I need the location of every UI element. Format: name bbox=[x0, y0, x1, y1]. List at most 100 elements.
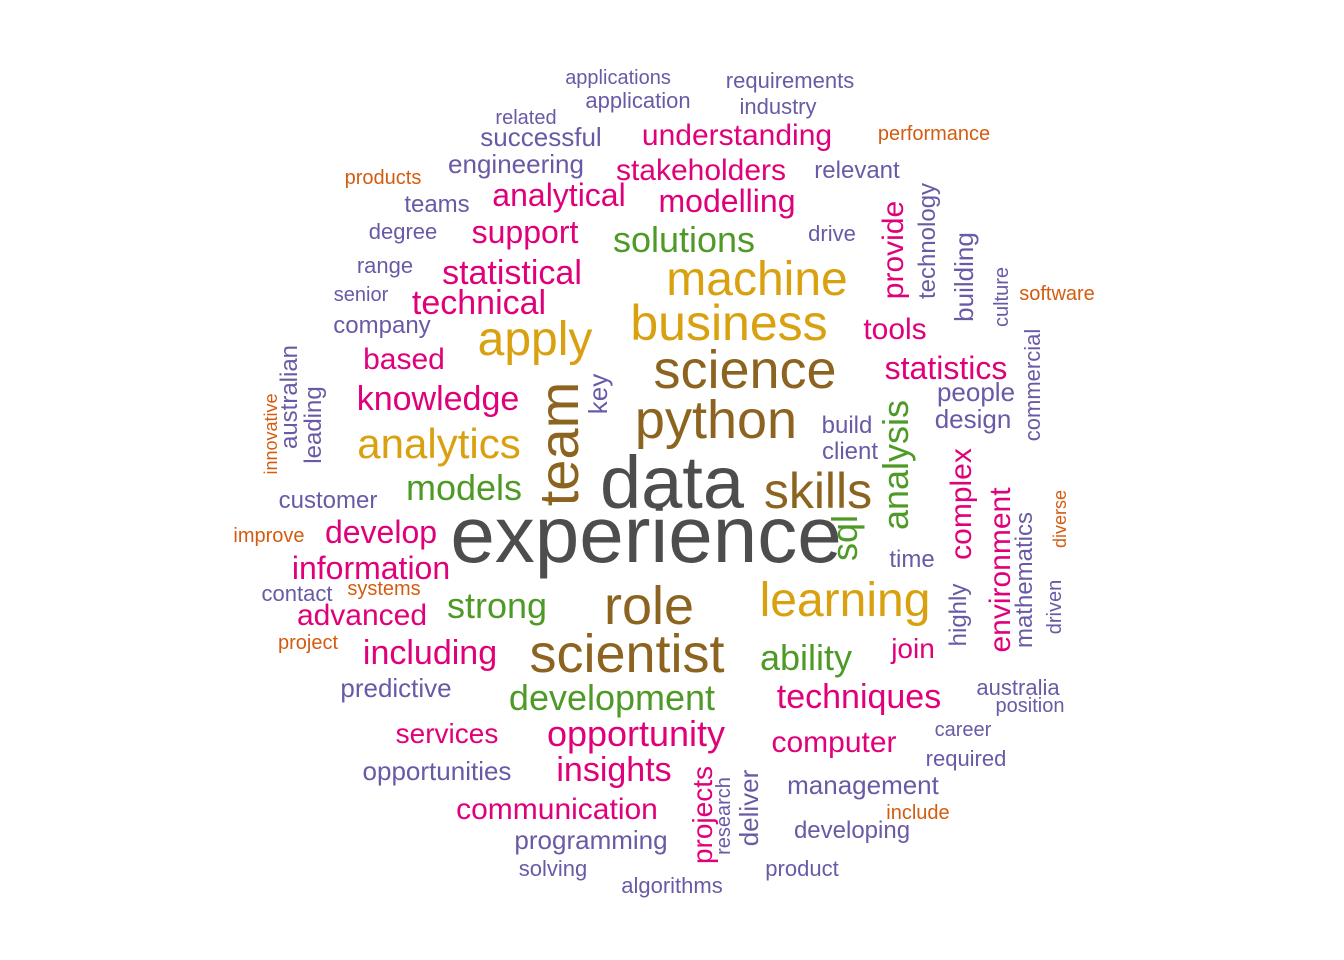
cloud-word-analytical: analytical bbox=[492, 177, 625, 213]
cloud-word-highly: highly bbox=[945, 584, 972, 647]
cloud-word-diverse: diverse bbox=[1050, 490, 1070, 548]
cloud-word-include: include bbox=[886, 802, 949, 824]
cloud-word-team: team bbox=[527, 382, 590, 507]
cloud-word-senior: senior bbox=[334, 284, 389, 306]
cloud-word-contact: contact bbox=[262, 581, 333, 606]
cloud-word-relevant: relevant bbox=[814, 157, 900, 184]
cloud-word-advanced: advanced bbox=[297, 599, 427, 632]
cloud-word-opportunities: opportunities bbox=[363, 756, 512, 786]
cloud-word-design: design bbox=[935, 404, 1012, 434]
cloud-word-business: business bbox=[630, 295, 827, 351]
cloud-word-data: data bbox=[600, 441, 745, 524]
cloud-word-position: position bbox=[996, 695, 1065, 717]
cloud-word-key: key bbox=[583, 374, 613, 414]
cloud-word-time: time bbox=[889, 546, 934, 573]
cloud-word-successful: successful bbox=[480, 122, 601, 152]
cloud-word-development: development bbox=[509, 677, 715, 718]
cloud-word-software: software bbox=[1019, 283, 1095, 305]
cloud-word-product: product bbox=[765, 856, 838, 881]
cloud-word-stakeholders: stakeholders bbox=[616, 154, 786, 187]
cloud-word-research: research bbox=[713, 777, 735, 855]
cloud-word-performance: performance bbox=[878, 123, 990, 145]
cloud-word-algorithms: algorithms bbox=[621, 873, 722, 898]
cloud-word-company: company bbox=[333, 312, 430, 339]
cloud-word-statistical: statistical bbox=[442, 254, 582, 292]
cloud-word-computer: computer bbox=[771, 726, 896, 759]
cloud-word-tools: tools bbox=[863, 313, 926, 346]
cloud-word-application: application bbox=[585, 88, 690, 113]
cloud-word-scientist: scientist bbox=[529, 624, 724, 684]
cloud-word-apply: apply bbox=[478, 313, 593, 366]
cloud-word-including: including bbox=[363, 634, 497, 672]
cloud-word-australia: australia bbox=[976, 675, 1060, 700]
cloud-word-statistics: statistics bbox=[885, 350, 1008, 386]
cloud-word-customer: customer bbox=[279, 487, 378, 514]
cloud-word-building: building bbox=[949, 232, 979, 322]
cloud-word-insights: insights bbox=[556, 751, 671, 789]
cloud-word-learning: learning bbox=[760, 574, 931, 627]
cloud-word-complex: complex bbox=[945, 448, 978, 560]
cloud-word-related: related bbox=[495, 107, 556, 129]
cloud-word-products: products bbox=[345, 167, 422, 189]
cloud-word-analysis: analysis bbox=[875, 400, 916, 530]
cloud-word-skills: skills bbox=[764, 463, 872, 519]
cloud-word-models: models bbox=[406, 467, 522, 508]
cloud-word-required: required bbox=[926, 746, 1007, 771]
cloud-word-teams: teams bbox=[404, 191, 469, 218]
cloud-word-environment: environment bbox=[984, 487, 1017, 653]
cloud-word-based: based bbox=[363, 343, 445, 376]
cloud-word-drive: drive bbox=[808, 221, 856, 246]
cloud-word-technology: technology bbox=[914, 183, 941, 299]
cloud-word-sql: sql bbox=[824, 515, 865, 561]
cloud-word-modelling: modelling bbox=[659, 183, 796, 219]
cloud-word-degree: degree bbox=[369, 219, 438, 244]
cloud-word-techniques: techniques bbox=[777, 678, 941, 716]
cloud-word-strong: strong bbox=[447, 585, 547, 626]
cloud-word-join: join bbox=[890, 633, 935, 664]
cloud-word-driven: driven bbox=[1044, 580, 1066, 634]
cloud-word-client: client bbox=[822, 438, 878, 465]
cloud-word-requirements: requirements bbox=[726, 68, 854, 93]
cloud-word-ability: ability bbox=[760, 637, 852, 678]
cloud-word-technical: technical bbox=[412, 284, 546, 322]
cloud-word-applications: applications bbox=[565, 67, 671, 89]
cloud-word-knowledge: knowledge bbox=[357, 380, 520, 418]
cloud-word-projects: projects bbox=[687, 766, 718, 864]
cloud-word-culture: culture bbox=[991, 267, 1013, 327]
cloud-word-innovative: innovative bbox=[261, 393, 281, 474]
cloud-word-python: python bbox=[635, 390, 797, 450]
cloud-word-systems: systems bbox=[347, 578, 420, 600]
cloud-word-project: project bbox=[278, 632, 338, 654]
cloud-word-deliver: deliver bbox=[734, 769, 764, 846]
cloud-word-experience: experience bbox=[450, 490, 841, 579]
cloud-word-understanding: understanding bbox=[642, 119, 832, 152]
cloud-word-communication: communication bbox=[456, 793, 658, 826]
cloud-word-commercial: commercial bbox=[1020, 329, 1045, 441]
cloud-word-role: role bbox=[604, 576, 694, 636]
cloud-word-science: science bbox=[653, 340, 836, 400]
cloud-word-build: build bbox=[822, 412, 873, 439]
cloud-word-predictive: predictive bbox=[340, 673, 451, 703]
cloud-word-support: support bbox=[472, 214, 579, 250]
cloud-word-develop: develop bbox=[325, 514, 437, 550]
cloud-word-leading: leading bbox=[300, 386, 327, 463]
cloud-word-range: range bbox=[357, 253, 413, 278]
cloud-word-services: services bbox=[396, 718, 499, 749]
cloud-word-machine: machine bbox=[666, 253, 847, 306]
cloud-word-analytics: analytics bbox=[357, 420, 520, 467]
cloud-word-solving: solving bbox=[519, 856, 587, 881]
cloud-word-management: management bbox=[787, 770, 940, 800]
cloud-word-opportunity: opportunity bbox=[547, 713, 725, 754]
cloud-word-career: career bbox=[935, 719, 992, 741]
cloud-word-engineering: engineering bbox=[448, 149, 584, 179]
cloud-word-industry: industry bbox=[739, 94, 816, 119]
cloud-word-solutions: solutions bbox=[613, 219, 755, 260]
cloud-word-australian: australian bbox=[276, 345, 303, 449]
cloud-word-mathematics: mathematics bbox=[1011, 512, 1038, 648]
cloud-word-people: people bbox=[937, 377, 1015, 407]
cloud-word-programming: programming bbox=[514, 825, 667, 855]
cloud-word-provide: provide bbox=[877, 201, 910, 299]
cloud-word-information: information bbox=[292, 550, 450, 586]
cloud-word-developing: developing bbox=[794, 817, 910, 844]
